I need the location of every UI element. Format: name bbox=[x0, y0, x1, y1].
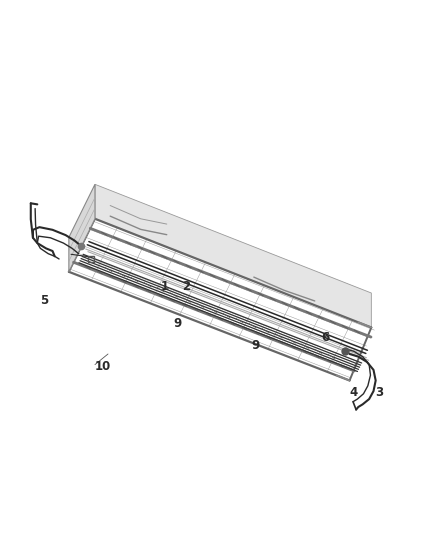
Text: 4: 4 bbox=[350, 386, 358, 399]
Text: 6: 6 bbox=[321, 331, 329, 344]
Text: 1: 1 bbox=[160, 280, 168, 293]
Text: 5: 5 bbox=[41, 294, 49, 306]
Text: 9: 9 bbox=[252, 338, 260, 352]
Text: 2: 2 bbox=[182, 280, 190, 293]
Text: 10: 10 bbox=[95, 360, 111, 373]
Text: 3: 3 bbox=[376, 386, 384, 399]
Polygon shape bbox=[95, 184, 371, 327]
Polygon shape bbox=[69, 184, 95, 272]
Text: 9: 9 bbox=[173, 318, 182, 330]
